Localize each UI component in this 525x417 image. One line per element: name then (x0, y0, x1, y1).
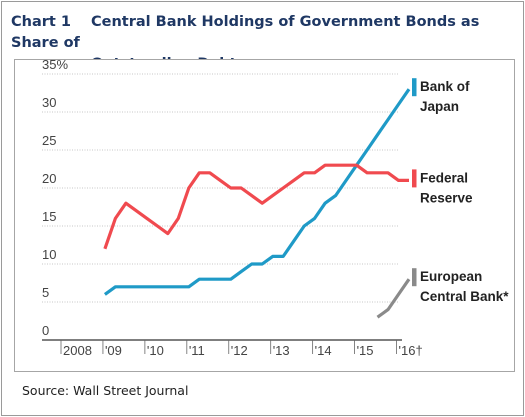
x-tick-label-2010: '10 (147, 343, 164, 358)
legend-label-federal-reserve-2: Reserve (420, 190, 473, 205)
y-tick-label-20: 20 (42, 171, 56, 186)
legend-label-federal-reserve-1: Federal (420, 170, 468, 185)
y-tick-label-10: 10 (42, 247, 56, 262)
x-tick-label-2015: '15 (357, 343, 374, 358)
x-tick-label-2013: '13 (273, 343, 290, 358)
chart-number: Chart 1 (11, 14, 71, 30)
y-tick-label-25: 25 (42, 133, 56, 148)
legend-swatch-federal-reserve (412, 169, 417, 188)
y-tick-label-15: 15 (42, 209, 56, 224)
legend-label-european-central-bank-2: Central Bank* (420, 289, 509, 304)
legend-label-european-central-bank-1: European (420, 269, 482, 284)
source-note: Source: Wall Street Journal (22, 383, 189, 398)
legend-label-bank-of-japan-1: Bank of (420, 79, 470, 94)
x-tick-label-2008: 2008 (63, 343, 92, 358)
legend-swatch-european-central-bank (412, 268, 417, 287)
y-tick-label-5: 5 (42, 285, 49, 300)
x-tick-label-2009: '09 (105, 343, 122, 358)
series-line-federal-reserve (103, 163, 409, 250)
y-tick-label-30: 30 (42, 95, 56, 110)
plot-area (14, 59, 515, 372)
y-tick-label-35: 35% (42, 57, 68, 72)
x-tick-label-2014: '14 (315, 343, 332, 358)
x-tick-label-2011: '11 (189, 343, 205, 358)
x-tick-label-2012: '12 (231, 343, 248, 358)
series-line-bank-of-japan (103, 88, 411, 296)
legend-swatch-bank-of-japan (412, 78, 417, 97)
title-line-1: Central Bank Holdings of Government Bond… (11, 14, 480, 51)
y-tick-label-0: 0 (42, 323, 49, 338)
x-tick-label-2016: '16† (399, 343, 423, 358)
series-line-european-central-bank (376, 278, 411, 319)
legend-label-bank-of-japan-2: Japan (420, 99, 459, 114)
